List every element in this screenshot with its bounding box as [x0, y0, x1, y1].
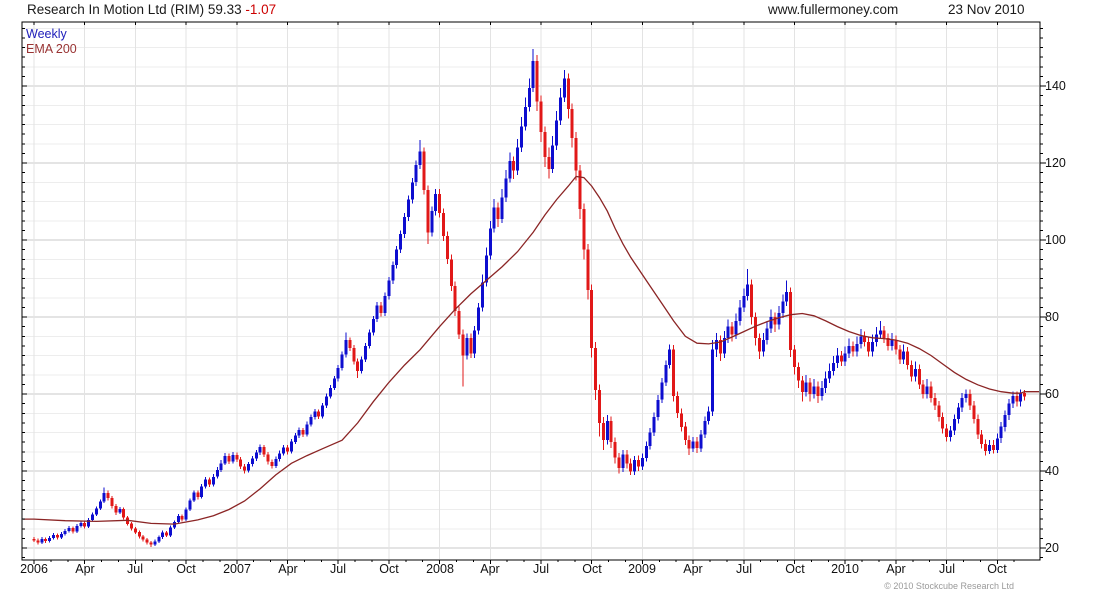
- x-axis-label: Apr: [278, 562, 298, 576]
- price-change: -1.07: [245, 2, 277, 17]
- y-axis-label: 20: [1045, 541, 1059, 555]
- x-axis-label: Apr: [75, 562, 95, 576]
- x-axis-label: Apr: [480, 562, 500, 576]
- y-axis-label: 40: [1045, 464, 1059, 478]
- x-axis-label: Jul: [939, 562, 955, 576]
- x-axis-label: 2007: [223, 562, 251, 576]
- y-axis-label: 80: [1045, 310, 1059, 324]
- x-axis-label: Jul: [127, 562, 143, 576]
- legend-ema-label: EMA 200: [26, 42, 77, 56]
- chart-title: Research In Motion Ltd (RIM): [27, 2, 205, 17]
- x-axis-label: Jul: [533, 562, 549, 576]
- y-axis-label: 60: [1045, 387, 1059, 401]
- report-date: 23 Nov 2010: [948, 2, 1025, 17]
- site-url: www.fullermoney.com: [768, 2, 899, 17]
- legend-weekly-label: Weekly: [26, 27, 67, 41]
- x-axis-label: Oct: [987, 562, 1007, 576]
- x-axis-label: Jul: [736, 562, 752, 576]
- x-axis-label: 2008: [426, 562, 454, 576]
- x-axis-label: Apr: [886, 562, 906, 576]
- x-axis-label: Oct: [785, 562, 805, 576]
- y-axis-label: 140: [1045, 79, 1066, 93]
- x-axis-label: 2010: [831, 562, 859, 576]
- last-price: 59.33: [207, 2, 242, 17]
- x-axis-label: Apr: [683, 562, 703, 576]
- x-axis-label: 2009: [628, 562, 656, 576]
- chart-header: Research In Motion Ltd (RIM) 59.33 -1.07: [27, 2, 276, 17]
- chart-legend: Weekly EMA 200: [26, 27, 77, 57]
- copyright-note: © 2010 Stockcube Research Ltd: [884, 581, 1014, 591]
- x-axis-label: Oct: [379, 562, 399, 576]
- x-axis-label: Jul: [330, 562, 346, 576]
- x-axis-label: Oct: [582, 562, 602, 576]
- y-axis-label: 120: [1045, 156, 1066, 170]
- y-axis-label: 100: [1045, 233, 1066, 247]
- x-axis-label: Oct: [176, 562, 196, 576]
- x-axis-label: 2006: [20, 562, 48, 576]
